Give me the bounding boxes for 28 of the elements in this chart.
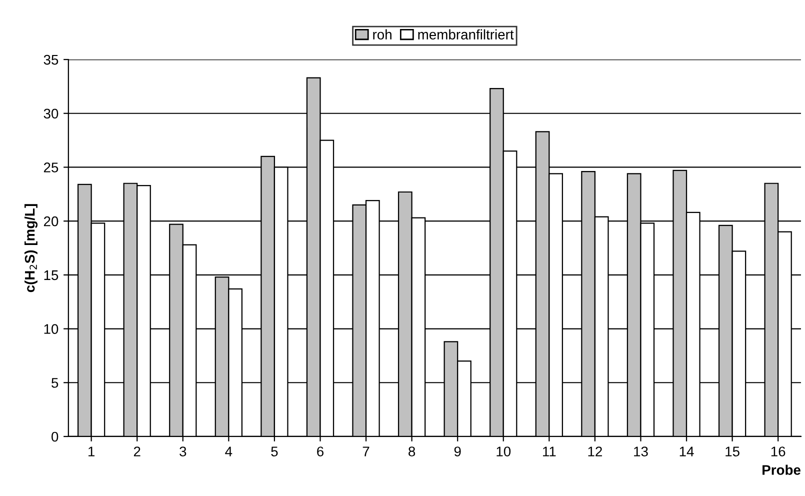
- x-tick-label: 15: [726, 446, 740, 456]
- y-tick-label: 30: [44, 108, 58, 119]
- x-tick-label: 1: [88, 446, 94, 456]
- x-axis-title: Probe: [762, 464, 800, 475]
- x-tick-label: 11: [543, 446, 556, 456]
- y-tick-label: 25: [44, 162, 58, 172]
- legend-label: roh: [373, 29, 392, 40]
- x-tick-label: 10: [496, 446, 511, 456]
- x-tick-label: 5: [271, 446, 278, 456]
- y-tick-label: 10: [44, 324, 58, 334]
- y-tick-label: 0: [52, 432, 58, 442]
- legend-label: membranfiltriert: [418, 29, 514, 40]
- x-tick-label: 8: [408, 446, 416, 456]
- x-tick-label: 9: [454, 446, 461, 456]
- x-tick-label: 14: [680, 446, 694, 456]
- y-tick-label: 5: [52, 378, 58, 388]
- x-tick-label: 3: [180, 446, 186, 456]
- y-tick-label: 15: [44, 270, 58, 280]
- x-tick-label: 12: [588, 446, 602, 456]
- x-tick-label: 6: [317, 446, 324, 456]
- x-tick-label: 16: [771, 446, 786, 456]
- x-tick-label: 7: [362, 446, 370, 456]
- y-axis-title: c(H$_{2}$S) [mg/L]: [24, 204, 38, 292]
- y-tick-label: 35: [44, 54, 58, 65]
- y-tick-label: 20: [44, 216, 58, 226]
- x-tick-label: 4: [225, 446, 232, 456]
- x-tick-label: 2: [134, 446, 140, 456]
- x-tick-label: 13: [634, 446, 648, 456]
